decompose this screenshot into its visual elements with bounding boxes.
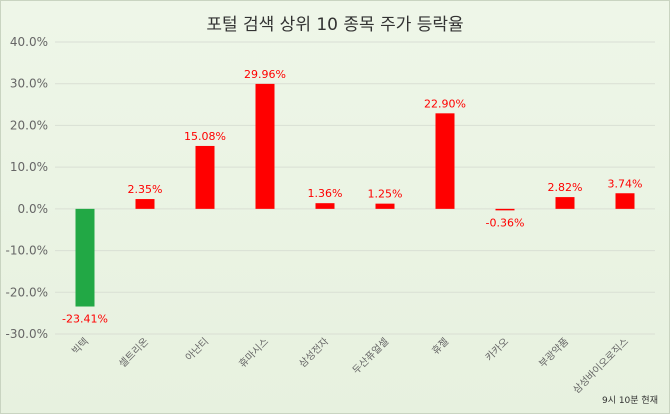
x-tick-label: 셀트리온 [117,336,152,371]
x-tick-label: 아난티 [183,336,211,364]
y-tick-label: 0.0% [18,202,49,216]
bar [495,208,515,211]
y-tick-label: -10.0% [6,244,48,258]
y-tick-label: 10.0% [10,160,48,174]
x-tick-label: 휴마시스 [237,336,272,371]
footnote: 9시 10분 현재 [601,396,658,406]
bar [375,203,395,209]
data-labels: -23.41% 2.35% 15.08% 29.96% 1.36% 1.25% 22.90%… [62,68,642,326]
bar [195,145,215,209]
chart-title: 포털 검색 상위 10 종목 주가 등락율 [206,15,463,35]
data-label: -23.41% [62,313,108,326]
data-label: -0.36% [486,216,525,229]
x-tick-label: 두산퓨얼셀 [350,336,391,377]
x-tick-label: 카카오 [483,336,511,364]
data-label: 15.08% [184,130,226,143]
bar [315,203,335,209]
y-tick-label: -30.0% [6,327,48,341]
x-tick-label: 삼성전자 [297,336,332,371]
y-tick-label: 20.0% [10,118,48,132]
data-label: 3.74% [608,177,643,190]
y-tick-label: 40.0% [10,35,48,49]
data-label: 2.82% [548,181,583,194]
bar [435,113,455,209]
gridlines [55,41,655,335]
bar [555,197,575,209]
x-tick-label: 삼성바이오로직스 [571,336,632,397]
data-label: 29.96% [244,68,286,81]
x-tick-label: 부광약품 [537,336,572,371]
bar [135,199,155,209]
bar [75,208,95,307]
bar [615,193,635,209]
data-label: 2.35% [128,183,163,196]
data-label: 1.36% [308,187,343,200]
bars [75,83,635,307]
x-tick-label: 휴젤 [430,336,452,358]
data-label: 1.25% [368,188,403,201]
data-label: 22.90% [424,97,466,110]
y-tick-label: 30.0% [10,77,48,91]
bar [255,83,275,209]
y-axis-ticks: 40.0% 30.0% 20.0% 10.0% 0.0% -10.0% -20.0% -30.… [6,35,48,341]
y-tick-label: -20.0% [6,285,48,299]
x-tick-label: 빅텍 [70,336,92,358]
x-axis-ticks: 빅텍 셀트리온 아난티 휴마시스 삼성전자 두산퓨얼셀 휴젤 카카오 부광약품 삼성바이오로직스 [70,336,632,397]
